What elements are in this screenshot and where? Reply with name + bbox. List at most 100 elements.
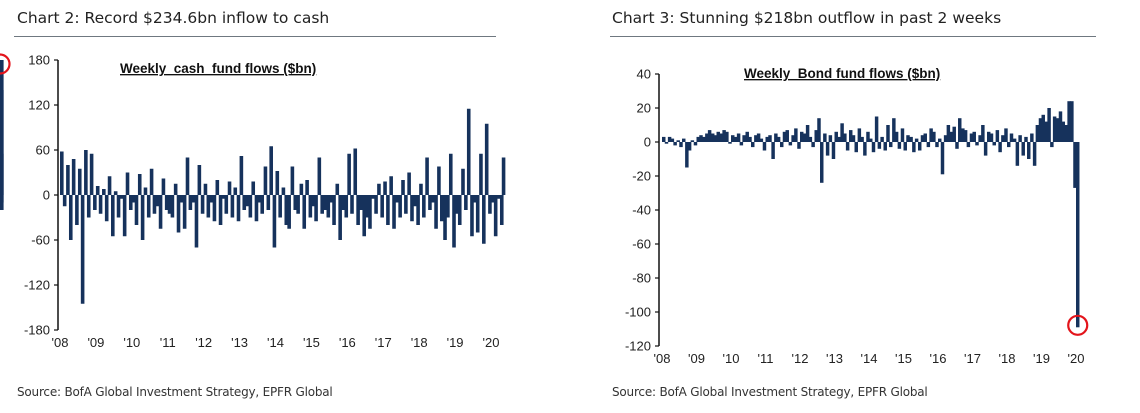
bar (1018, 135, 1022, 142)
bar (356, 195, 360, 225)
bar (293, 195, 298, 210)
x-tick-label: '09 (87, 335, 104, 350)
bar (125, 172, 130, 195)
bar (863, 142, 867, 156)
bar (107, 176, 112, 195)
bar (906, 135, 910, 142)
bar (149, 168, 154, 195)
bar (943, 135, 948, 142)
bar (221, 195, 226, 199)
bar (230, 195, 235, 218)
bar (1012, 138, 1017, 142)
bar (137, 174, 142, 195)
bar (785, 130, 789, 142)
bar (320, 195, 324, 214)
bar (383, 181, 387, 195)
bar (197, 165, 202, 195)
bar (368, 195, 372, 229)
bar (975, 142, 979, 146)
bar (834, 131, 838, 142)
bar (742, 135, 746, 142)
bar (452, 195, 456, 248)
y-tick-label: 0 (644, 135, 651, 150)
bar (353, 148, 358, 195)
bar (314, 195, 318, 222)
bar (329, 195, 333, 203)
bar (302, 195, 307, 229)
x-tick-label: '09 (688, 351, 705, 366)
bar (308, 195, 313, 218)
bar (152, 195, 157, 214)
bar (323, 195, 327, 210)
bar (338, 195, 342, 240)
bar (869, 138, 873, 142)
highlight-circle (0, 53, 11, 75)
bar (754, 135, 758, 142)
bar (1050, 142, 1054, 148)
bar (392, 195, 396, 229)
title-divider (14, 36, 496, 37)
bar (499, 195, 504, 225)
bar (134, 195, 139, 225)
bar (1015, 142, 1020, 166)
bar (1030, 133, 1034, 142)
bar (981, 125, 985, 142)
x-tick-label: '11 (160, 335, 176, 350)
bar (275, 171, 280, 195)
bar (257, 195, 262, 203)
bar (932, 131, 936, 142)
y-tick-label: -80 (632, 271, 651, 286)
bar (702, 136, 706, 142)
bar (176, 195, 181, 233)
bar (762, 142, 767, 151)
bar (484, 123, 489, 195)
bar (269, 146, 273, 195)
bar (837, 136, 841, 142)
bar (233, 187, 238, 195)
cash-fund-flows-chart: Weekly cash fund flows ($bn) 180 120 60 0 -60… (0, 53, 506, 350)
source-note: Source: BofA Global Investment Strategy,… (17, 385, 333, 399)
x-tick-label: '08 (654, 351, 671, 366)
bar (1038, 118, 1043, 142)
bar (374, 195, 378, 214)
bar (1004, 128, 1008, 142)
panel-bond-flows: Chart 3: Stunning $218bn outflow in past… (570, 0, 1140, 413)
bar (335, 183, 340, 195)
bar (479, 153, 483, 195)
bar (437, 166, 441, 195)
bar (696, 136, 700, 142)
bar (60, 151, 64, 195)
bar (802, 133, 807, 142)
bar (398, 195, 402, 218)
bar (161, 178, 166, 195)
bar (188, 195, 193, 210)
bar (920, 135, 925, 142)
x-tick-label: '15 (303, 335, 320, 350)
bar (203, 183, 208, 195)
bar (969, 133, 974, 142)
bar (248, 195, 253, 218)
bar (380, 195, 384, 218)
bar (1055, 118, 1060, 142)
bar (1076, 142, 1080, 328)
x-tick-label: '12 (792, 351, 809, 366)
bar (218, 195, 223, 225)
y-tick-label: -40 (632, 203, 651, 218)
bar (958, 118, 962, 142)
x-tick-label: '10 (723, 351, 740, 366)
bar (341, 195, 345, 210)
bar (877, 142, 882, 149)
bar (889, 142, 893, 148)
bar (1027, 142, 1031, 159)
bar (386, 195, 390, 225)
bar (224, 195, 229, 214)
bar (377, 183, 381, 195)
x-tick-label: '15 (895, 351, 912, 366)
bar (912, 142, 916, 153)
y-tick-label: 0 (43, 188, 50, 203)
bar (725, 131, 729, 142)
bar (914, 138, 919, 142)
bar (685, 142, 689, 168)
bar (278, 195, 282, 218)
bar (236, 195, 241, 222)
